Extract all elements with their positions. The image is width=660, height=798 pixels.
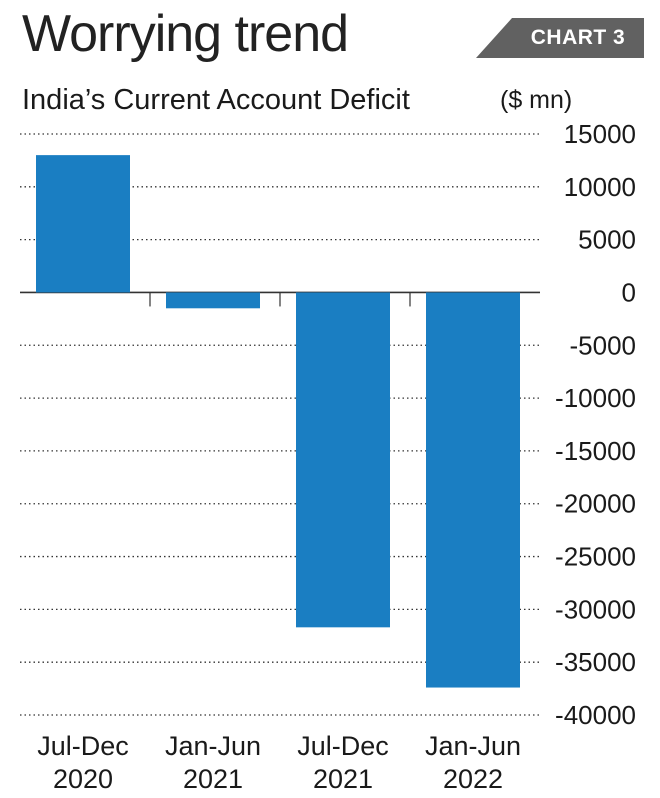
bar xyxy=(296,292,390,628)
x-tick-label: 2020 xyxy=(53,764,113,794)
y-tick-label: -35000 xyxy=(555,647,636,677)
y-tick-label: -20000 xyxy=(555,489,636,519)
x-tick-label: Jan-Jun xyxy=(165,731,261,761)
chart-title: Worrying trend xyxy=(22,5,349,63)
y-tick-label: 10000 xyxy=(564,172,636,202)
y-tick-label: -30000 xyxy=(555,594,636,624)
y-tick-label: 5000 xyxy=(578,225,636,255)
chart-number-badge: CHART 3 xyxy=(476,18,644,58)
x-tick-label: Jan-Jun xyxy=(425,731,521,761)
y-tick-label: -25000 xyxy=(555,542,636,572)
x-tick-label: 2021 xyxy=(313,764,373,794)
chart-subtitle: India’s Current Account Deficit xyxy=(22,84,410,116)
bar xyxy=(426,292,520,688)
x-tick-label: 2022 xyxy=(443,764,503,794)
x-tick-label: 2021 xyxy=(183,764,243,794)
y-tick-label: 0 xyxy=(622,277,636,307)
y-tick-label: -15000 xyxy=(555,436,636,466)
y-axis-unit: ($ mn) xyxy=(500,86,573,114)
bar xyxy=(36,155,130,293)
bar xyxy=(166,292,260,309)
y-tick-label: -10000 xyxy=(555,383,636,413)
badge-background xyxy=(476,18,644,58)
x-tick-label: Jul-Dec xyxy=(37,731,129,761)
y-tick-label: -40000 xyxy=(555,700,636,730)
x-tick-label: Jul-Dec xyxy=(297,731,389,761)
y-tick-label: -5000 xyxy=(570,330,637,360)
y-tick-label: 15000 xyxy=(564,119,636,149)
badge-label: CHART 3 xyxy=(530,26,626,49)
